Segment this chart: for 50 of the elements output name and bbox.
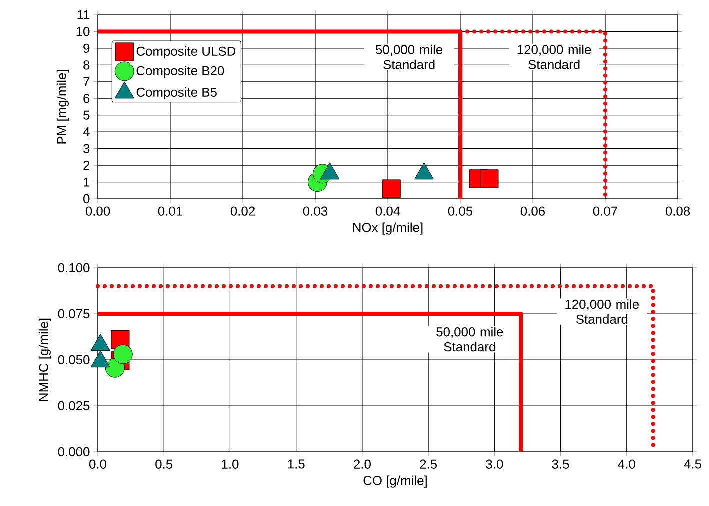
y-axis-title: PM [mg/mile]	[56, 70, 69, 144]
x-tick-label: 0.00	[86, 206, 110, 216]
legend-label: Composite ULSD	[136, 46, 236, 59]
x-tick-label: 0.05	[448, 206, 473, 216]
x-axis-title: CO [g/mile]	[364, 476, 427, 488]
x-axis-title: NOx [g/mile]	[353, 222, 423, 235]
y-tick-label: 2	[84, 161, 90, 170]
point	[113, 344, 133, 364]
series-label: 120,000 mile Standard	[518, 44, 592, 70]
x-tick-label: 0.08	[666, 206, 690, 216]
y-tick-label: 3	[84, 144, 90, 154]
x-tick-label: 2.5	[420, 460, 438, 469]
y-tick-label: 0.000	[58, 447, 90, 457]
x-tick-label: 0.04	[376, 206, 400, 216]
y-tick-label: 11	[78, 10, 90, 20]
y-tick-label: 0.025	[58, 401, 90, 411]
point	[480, 170, 499, 188]
y-axis-title: NMHC [g/mile]	[38, 318, 51, 402]
legend-label: Composite B20	[136, 66, 224, 78]
y-tick-label: 1	[84, 178, 90, 187]
y-tick-label: 0.075	[58, 309, 90, 319]
x-tick-label: 1.0	[222, 460, 239, 469]
x-tick-label: 4.5	[684, 460, 702, 469]
x-tick-label: 4.0	[618, 460, 636, 469]
x-tick-label: 0.0	[90, 460, 107, 469]
x-tick-label: 3.5	[552, 460, 570, 469]
x-tick-label: 0.02	[230, 206, 255, 216]
x-tick-label: 0.01	[158, 206, 182, 216]
y-tick-label: 4	[83, 128, 90, 137]
y-tick-label: 9	[84, 44, 90, 54]
y-tick-label: 6	[84, 94, 90, 104]
x-tick-label: 0.5	[156, 460, 173, 469]
series-label: 50,000 mile Standard	[436, 327, 504, 352]
x-tick-label: 0.07	[593, 206, 618, 216]
x-tick-label: 1.5	[288, 460, 305, 469]
x-tick-label: 2.0	[354, 460, 371, 469]
x-tick-label: 0.06	[520, 206, 546, 216]
y-tick-label: 10	[76, 27, 90, 36]
y-tick-label: 7	[84, 77, 90, 86]
y-tick-label: 0.050	[58, 355, 90, 365]
y-tick-label: 8	[84, 60, 90, 70]
x-tick-label: 3.0	[486, 460, 504, 469]
x-tick-label: 0.03	[303, 206, 328, 216]
series-label: 120,000 mile Standard	[566, 300, 639, 324]
y-tick-label: 0	[84, 194, 90, 204]
y-tick-label: 5	[84, 110, 90, 120]
legend-label: Composite B5	[136, 87, 217, 100]
point	[382, 180, 401, 198]
y-tick-label: 0.100	[58, 263, 90, 273]
series-label: 50,000 mile Standard	[376, 44, 443, 70]
